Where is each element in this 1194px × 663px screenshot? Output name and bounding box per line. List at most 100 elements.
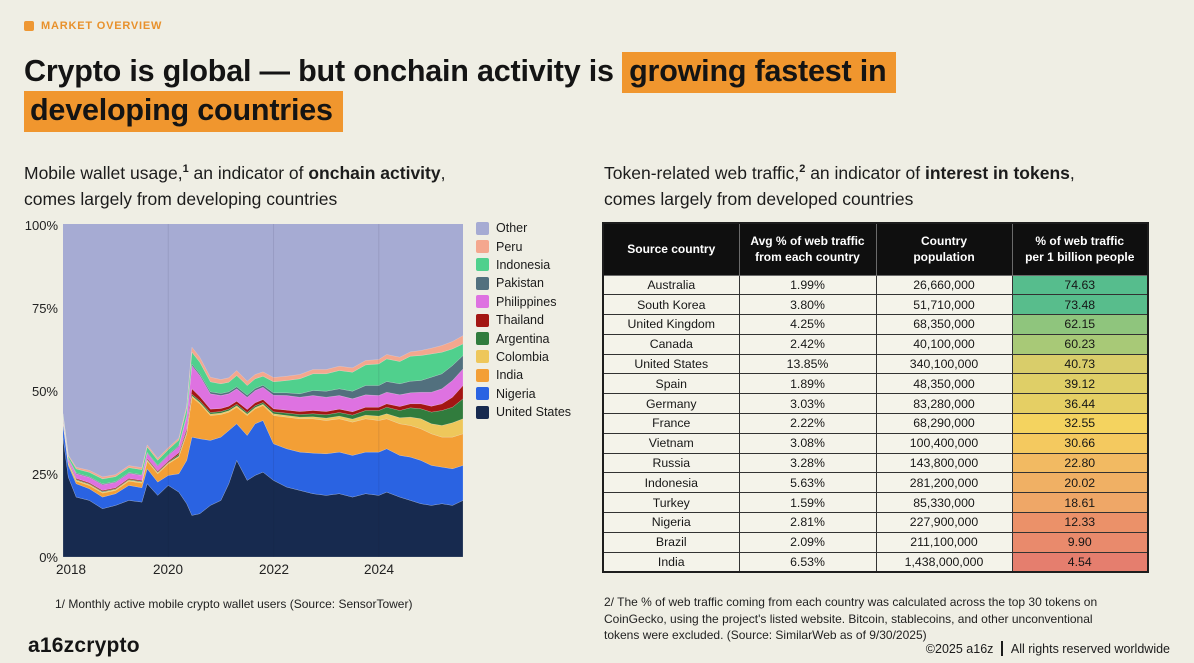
stacked-area-plot <box>63 224 463 557</box>
y-axis-tick: 0% <box>39 550 58 565</box>
cell-per-billion: 73.48 <box>1011 294 1149 316</box>
y-axis-tick: 75% <box>31 301 58 316</box>
web-traffic-table: Source country Avg % of web traffic from… <box>602 222 1149 573</box>
cell-population: 83,280,000 <box>875 393 1013 415</box>
y-axis-tick: 25% <box>31 467 58 482</box>
cell-population: 68,290,000 <box>875 413 1013 434</box>
cell-avg-pct: 6.53% <box>738 551 877 573</box>
cell-per-billion: 39.12 <box>1011 373 1149 395</box>
table-header: Source country Avg % of web traffic from… <box>602 222 1149 276</box>
legend-swatch <box>476 240 489 254</box>
table-row: Spain 1.89% 48,350,000 39.12 <box>602 373 1149 395</box>
cell-country: Indonesia <box>602 472 740 494</box>
header-avg-pct: Avg % of web traffic from each country <box>738 222 877 276</box>
cell-country: Russia <box>602 452 740 474</box>
legend-item-other: Other <box>476 219 571 237</box>
header-population: Country population <box>875 222 1013 276</box>
legend-label: Peru <box>496 239 523 254</box>
series-area-peru <box>63 335 463 480</box>
cell-country: Australia <box>602 274 740 296</box>
page-title: Crypto is global — but onchain activity … <box>24 52 1044 132</box>
table-row: France 2.22% 68,290,000 32.55 <box>602 413 1149 434</box>
cell-per-billion: 62.15 <box>1011 314 1149 335</box>
legend-swatch <box>476 332 489 346</box>
table-row: Vietnam 3.08% 100,400,000 30.66 <box>602 432 1149 454</box>
left-subtitle: Mobile wallet usage,1 an indicator of on… <box>24 156 564 213</box>
table-row: South Korea 3.80% 51,710,000 73.48 <box>602 294 1149 316</box>
x-axis-tick: 2018 <box>55 562 87 577</box>
cell-avg-pct: 3.80% <box>738 294 877 316</box>
cell-population: 227,900,000 <box>875 512 1013 533</box>
cell-avg-pct: 3.03% <box>738 393 877 415</box>
copyright-rights: All rights reserved worldwide <box>1010 641 1170 656</box>
right-subtitle-text: an indicator of <box>805 162 925 183</box>
footnote-1: 1/ Monthly active mobile crypto wallet u… <box>55 597 413 611</box>
legend-swatch <box>476 221 489 235</box>
legend-item-colombia: Colombia <box>476 348 571 366</box>
x-axis-tick: 2022 <box>258 562 290 577</box>
cell-country: Nigeria <box>602 512 740 533</box>
legend-swatch <box>476 313 489 327</box>
header-per-billion: % of web traffic per 1 billion people <box>1011 222 1149 276</box>
cell-avg-pct: 1.99% <box>738 274 877 296</box>
cell-per-billion: 22.80 <box>1011 452 1149 474</box>
legend-label: Pakistan <box>496 276 544 291</box>
legend-swatch <box>476 350 489 364</box>
y-axis-tick: 100% <box>24 218 58 233</box>
cell-per-billion: 60.23 <box>1011 333 1149 355</box>
eyebrow-square-icon <box>24 21 34 31</box>
cell-per-billion: 36.44 <box>1011 393 1149 415</box>
cell-population: 51,710,000 <box>875 294 1013 316</box>
cell-per-billion: 74.63 <box>1011 274 1149 296</box>
legend-label: Philippines <box>496 294 557 309</box>
footnote-marker-2: 2 <box>799 163 806 175</box>
cell-avg-pct: 13.85% <box>738 353 877 375</box>
cell-population: 143,800,000 <box>875 452 1013 474</box>
cell-country: Germany <box>602 393 740 415</box>
cell-avg-pct: 1.89% <box>738 373 877 395</box>
legend-label: Thailand <box>496 313 544 328</box>
left-subtitle-emphasis: onchain activity <box>308 162 441 183</box>
cell-population: 1,438,000,000 <box>875 551 1013 573</box>
eyebrow: MARKET OVERVIEW <box>24 20 162 32</box>
cell-population: 211,100,000 <box>875 531 1013 553</box>
legend-item-argentina: Argentina <box>476 329 571 347</box>
legend-swatch <box>476 387 489 401</box>
table-row: Turkey 1.59% 85,330,000 18.61 <box>602 492 1149 514</box>
footnote-marker-1: 1 <box>182 163 189 175</box>
cell-population: 40,100,000 <box>875 333 1013 355</box>
legend-label: Nigeria <box>496 386 536 401</box>
cell-per-billion: 20.02 <box>1011 472 1149 494</box>
cell-country: United Kingdom <box>602 314 740 335</box>
cell-avg-pct: 4.25% <box>738 314 877 335</box>
legend-label: India <box>496 368 524 383</box>
left-subtitle-text: an indicator of <box>188 162 309 183</box>
x-axis-tick: 2024 <box>363 562 395 577</box>
copyright-divider <box>1001 641 1003 656</box>
footnote-2: 2/ The % of web traffic coming from each… <box>604 595 1098 642</box>
table-row: Nigeria 2.81% 227,900,000 12.33 <box>602 512 1149 533</box>
legend-item-peru: Peru <box>476 237 571 255</box>
right-subtitle: Token-related web traffic,2 an indicator… <box>604 156 1170 213</box>
a16zcrypto-logo: a16zcrypto <box>28 634 140 657</box>
legend-item-united-states: United States <box>476 403 571 421</box>
cell-country: Canada <box>602 333 740 355</box>
copyright-year: ©2025 a16z <box>925 641 994 656</box>
eyebrow-label: MARKET OVERVIEW <box>41 20 163 32</box>
legend-swatch <box>476 258 489 272</box>
cell-population: 281,200,000 <box>875 472 1013 494</box>
chart-legend: Other Peru Indonesia Pakistan Philippines Tha… <box>476 219 571 421</box>
copyright: ©2025 a16z All rights reserved worldwide <box>926 641 1170 656</box>
legend-item-nigeria: Nigeria <box>476 385 571 403</box>
x-axis-tick: 2020 <box>152 562 184 577</box>
right-subtitle-emphasis: interest in tokens <box>924 162 1070 183</box>
cell-population: 26,660,000 <box>875 274 1013 296</box>
cell-country: India <box>602 551 740 573</box>
right-subtitle-text: comes largely from developed countries <box>604 189 914 210</box>
title-highlight-1: growing fastest in <box>622 52 897 93</box>
cell-country: Spain <box>602 373 740 395</box>
cell-population: 48,350,000 <box>875 373 1013 395</box>
left-subtitle-text: , <box>440 162 446 183</box>
cell-avg-pct: 3.28% <box>738 452 877 474</box>
title-highlight-2: developing countries <box>24 91 343 132</box>
